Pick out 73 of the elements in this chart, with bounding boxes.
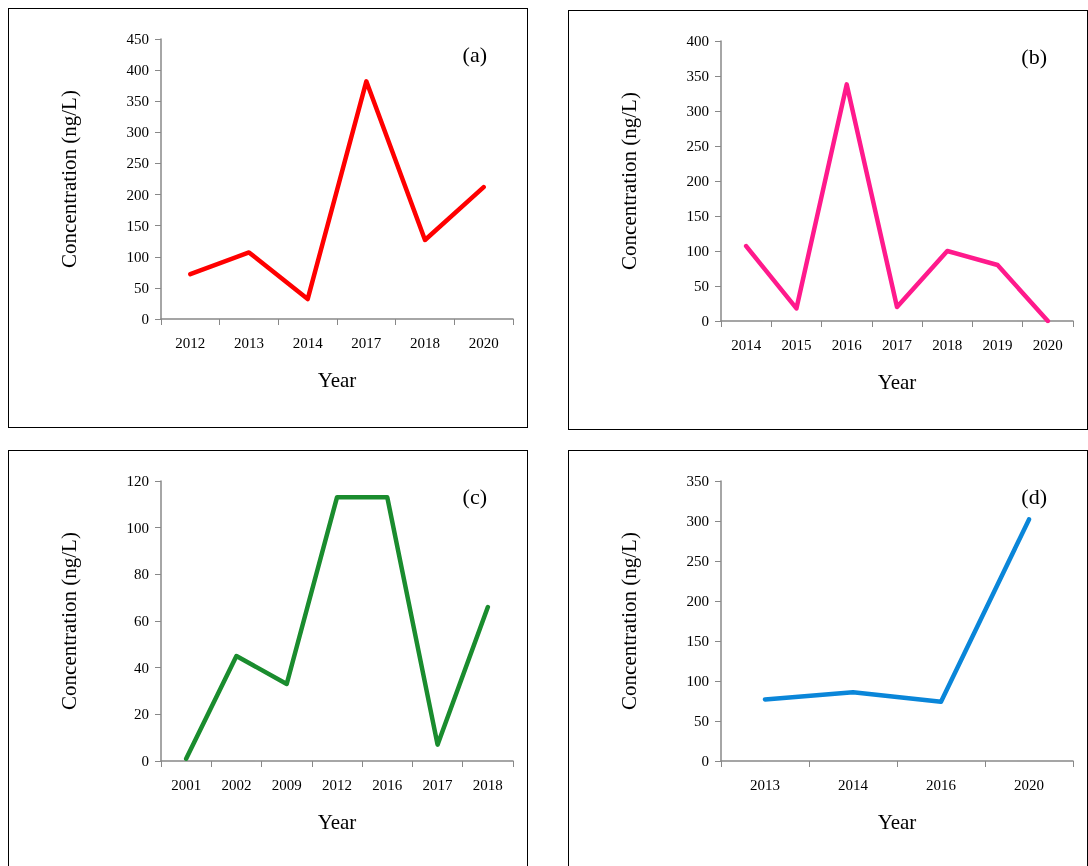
y-tick-label: 200 (686, 173, 709, 189)
y-tick-label: 250 (686, 553, 709, 569)
x-tick-label: 2012 (322, 776, 352, 793)
annotation: (c) (462, 483, 487, 509)
y-tick-label: 0 (701, 753, 709, 769)
y-tick-label: 350 (686, 473, 709, 489)
annotation: (a) (462, 41, 487, 67)
x-tick-label: 2016 (926, 776, 957, 793)
y-tick-label: 80 (134, 566, 149, 583)
y-tick-label: 300 (686, 103, 709, 119)
x-tick-label: 2020 (1032, 336, 1063, 353)
x-axis-title: Year (877, 809, 917, 834)
x-tick-label: 2013 (750, 776, 780, 793)
x-tick-label: 2002 (221, 776, 252, 793)
x-tick-label: 2017 (882, 336, 913, 353)
x-axis-title: Year (317, 367, 357, 392)
y-tick-label: 100 (686, 673, 709, 689)
x-tick-label: 2014 (838, 776, 869, 793)
y-tick-label: 350 (686, 68, 709, 84)
x-tick-label: 2016 (372, 776, 403, 793)
y-tick-label: 20 (134, 706, 149, 723)
y-tick-label: 300 (686, 513, 709, 529)
y-tick-label: 60 (134, 613, 149, 629)
x-tick-label: 2020 (468, 334, 499, 351)
y-tick-label: 300 (126, 124, 149, 141)
x-tick-label: 2017 (422, 776, 454, 793)
x-tick-label: 2001 (171, 776, 202, 793)
x-tick-label: 2009 (271, 776, 302, 793)
y-tick-label: 150 (126, 217, 149, 234)
y-axis-title: Concentration (ng/L) (617, 532, 641, 710)
y-tick-label: 0 (141, 311, 149, 327)
y-tick-label: 0 (701, 313, 709, 329)
y-tick-label: 400 (126, 62, 149, 79)
x-tick-label: 2018 (932, 336, 963, 353)
y-tick-label: 50 (694, 278, 709, 294)
x-tick-label: 2020 (1014, 776, 1044, 793)
y-tick-label: 40 (134, 659, 149, 676)
y-tick-label: 200 (686, 593, 709, 609)
y-tick-label: 350 (126, 93, 149, 110)
y-tick-label: 120 (126, 473, 149, 489)
line-series (762, 517, 1032, 705)
y-tick-label: 0 (141, 753, 149, 769)
y-tick-label: 100 (686, 243, 709, 259)
annotation: (d) (1021, 483, 1047, 509)
y-tick-label: 150 (686, 208, 709, 224)
x-tick-label: 2018 (410, 334, 440, 351)
y-tick-label: 150 (686, 633, 709, 649)
y-axis-title: Concentration (ng/L) (57, 532, 81, 710)
y-tick-label: 100 (126, 248, 149, 265)
x-tick-label: 2012 (175, 334, 206, 351)
x-tick-label: 2019 (982, 336, 1013, 353)
x-tick-label: 2018 (472, 776, 503, 793)
y-tick-label: 50 (694, 713, 709, 729)
x-tick-label: 2017 (351, 334, 382, 351)
x-axis-title: Year (317, 809, 357, 834)
x-tick-label: 2016 (831, 336, 863, 353)
x-tick-label: 2015 (781, 336, 812, 353)
x-axis-title: Year (877, 369, 917, 394)
y-tick-label: 250 (686, 138, 709, 154)
line-series (188, 79, 486, 302)
y-tick-label: 400 (686, 33, 709, 49)
y-tick-label: 250 (126, 155, 149, 172)
annotation: (b) (1021, 43, 1047, 69)
y-tick-label: 50 (134, 279, 149, 296)
x-tick-label: 2013 (234, 334, 264, 351)
x-tick-label: 2014 (292, 334, 324, 351)
line-series (743, 82, 1051, 324)
y-tick-label: 200 (126, 186, 149, 203)
y-axis-title: Concentration (ng/L) (617, 92, 641, 270)
y-tick-label: 100 (126, 519, 149, 536)
y-tick-label: 450 (126, 31, 149, 47)
x-tick-label: 2014 (731, 336, 762, 353)
y-axis-title: Concentration (ng/L) (57, 90, 81, 268)
